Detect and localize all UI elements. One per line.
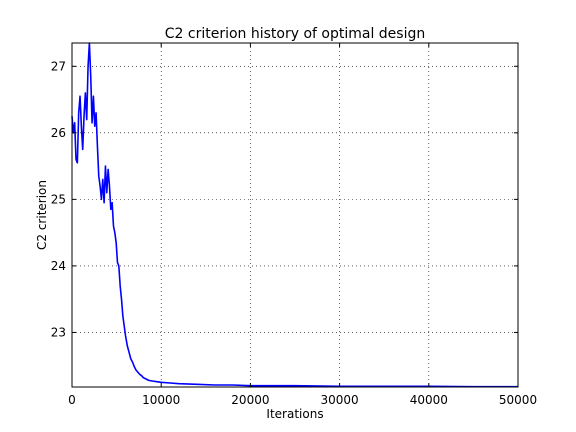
x-tick-label: 20000 (231, 393, 269, 407)
x-tick-label: 50000 (499, 393, 537, 407)
chart-title: C2 criterion history of optimal design (165, 26, 426, 42)
x-tick-label: 10000 (142, 393, 180, 407)
y-tick-label: 24 (51, 259, 66, 273)
plot-area: 0 10000 20000 30000 40000 50000 23 24 25 26 27 (51, 42, 537, 407)
tick-marks (71, 43, 519, 387)
x-tick-label: 30000 (321, 393, 359, 407)
x-tick-labels: 0 10000 20000 30000 40000 50000 (68, 393, 537, 407)
y-axis-label: C2 criterion (35, 180, 49, 250)
x-tick-label: 0 (68, 393, 76, 407)
y-tick-label: 23 (51, 325, 66, 339)
y-tick-label: 26 (51, 126, 66, 140)
y-tick-labels: 23 24 25 26 27 (51, 59, 66, 339)
x-tick-label: 40000 (410, 393, 448, 407)
axes-frame (71, 42, 519, 388)
y-tick-label: 25 (51, 192, 66, 206)
axes-background (72, 43, 518, 387)
grid-lines (72, 43, 518, 387)
data-layer (71, 42, 518, 388)
y-tick-label: 27 (51, 59, 66, 73)
x-axis-label: Iterations (266, 407, 323, 421)
series-line (71, 42, 518, 388)
